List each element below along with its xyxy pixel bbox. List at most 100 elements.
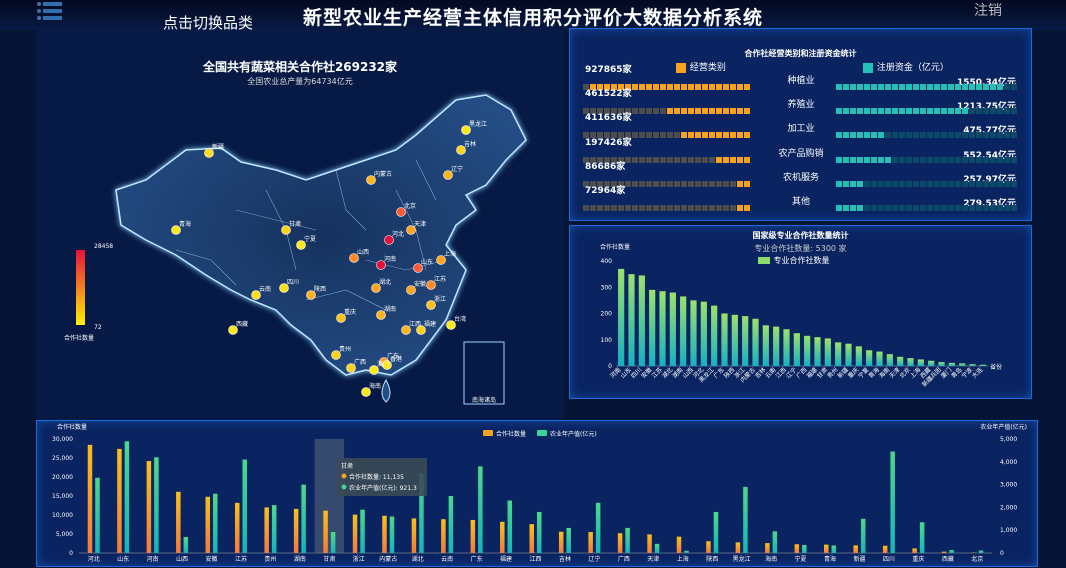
bar[interactable] bbox=[649, 290, 655, 366]
bar[interactable] bbox=[845, 344, 851, 366]
bar-cooperatives[interactable] bbox=[441, 519, 446, 553]
bar-cooperatives[interactable] bbox=[647, 534, 652, 553]
bar[interactable] bbox=[814, 337, 820, 366]
bar-cooperatives[interactable] bbox=[353, 515, 358, 553]
bar-output[interactable] bbox=[596, 503, 601, 553]
bar-cooperatives[interactable] bbox=[677, 537, 682, 553]
bar[interactable] bbox=[887, 354, 893, 366]
national-bar-chart[interactable]: 合作社数量 省份 0100200300400河南山东四川安徽江苏湖北湖南山西河北… bbox=[570, 226, 1033, 400]
bar-output[interactable] bbox=[213, 494, 218, 553]
bar[interactable] bbox=[763, 325, 769, 366]
bar[interactable] bbox=[866, 350, 872, 366]
logout-button[interactable]: 注销 bbox=[974, 0, 1002, 20]
bar[interactable] bbox=[783, 329, 789, 366]
bar-cooperatives[interactable] bbox=[500, 522, 505, 553]
bar[interactable] bbox=[907, 358, 913, 366]
bar-cooperatives[interactable] bbox=[736, 542, 741, 553]
bar-cooperatives[interactable] bbox=[382, 516, 387, 553]
bar-cooperatives[interactable] bbox=[412, 518, 417, 553]
bar-cooperatives[interactable] bbox=[588, 532, 593, 553]
bar-output[interactable] bbox=[773, 531, 778, 553]
bar-output[interactable] bbox=[920, 522, 925, 553]
bar-cooperatives[interactable] bbox=[147, 461, 152, 553]
bar-output[interactable] bbox=[625, 528, 630, 553]
bar-cooperatives[interactable] bbox=[853, 545, 858, 553]
bar[interactable] bbox=[928, 361, 934, 366]
bar-output[interactable] bbox=[390, 517, 395, 553]
bar[interactable] bbox=[711, 306, 717, 366]
bar-output[interactable] bbox=[449, 496, 454, 553]
bar-cooperatives[interactable] bbox=[824, 545, 829, 553]
bar-output[interactable] bbox=[949, 550, 954, 553]
bar-output[interactable] bbox=[861, 519, 866, 553]
bar[interactable] bbox=[794, 333, 800, 366]
bar-cooperatives[interactable] bbox=[530, 524, 535, 553]
bar[interactable] bbox=[938, 362, 944, 366]
bar-output[interactable] bbox=[125, 441, 130, 553]
bar-cooperatives[interactable] bbox=[264, 507, 269, 553]
bar-cooperatives[interactable] bbox=[176, 492, 181, 553]
bar[interactable] bbox=[628, 274, 634, 366]
bar-cooperatives[interactable] bbox=[559, 532, 564, 553]
bar[interactable] bbox=[773, 327, 779, 366]
bar[interactable] bbox=[835, 342, 841, 366]
bar-cooperatives[interactable] bbox=[323, 511, 328, 553]
bar-cooperatives[interactable] bbox=[765, 543, 770, 553]
bar[interactable] bbox=[690, 300, 696, 366]
bar-output[interactable] bbox=[331, 532, 336, 553]
bar[interactable] bbox=[949, 363, 955, 366]
bar[interactable] bbox=[804, 336, 810, 366]
bar-cooperatives[interactable] bbox=[88, 445, 93, 553]
bar-cooperatives[interactable] bbox=[294, 509, 299, 553]
bar-output[interactable] bbox=[655, 544, 660, 553]
bar-cooperatives[interactable] bbox=[912, 548, 917, 553]
bar-output[interactable] bbox=[684, 551, 689, 553]
bar-output[interactable] bbox=[832, 545, 837, 553]
china-map[interactable]: 南海诸岛 28458 72 合作社数量 新疆西藏青海甘肃宁夏内蒙古黑龙江吉林辽宁… bbox=[36, 30, 564, 420]
bar-output[interactable] bbox=[566, 528, 571, 553]
bar-output[interactable] bbox=[743, 487, 748, 553]
bar-output[interactable] bbox=[537, 512, 542, 553]
bar-output[interactable] bbox=[478, 466, 483, 553]
bar-cooperatives[interactable] bbox=[618, 533, 623, 553]
bar-output[interactable] bbox=[95, 478, 100, 553]
bar-output[interactable] bbox=[301, 485, 306, 553]
bar[interactable] bbox=[721, 314, 727, 367]
bar-output[interactable] bbox=[272, 505, 277, 553]
bar[interactable] bbox=[876, 352, 882, 366]
bar-cooperatives[interactable] bbox=[942, 552, 947, 553]
bar[interactable] bbox=[680, 296, 686, 366]
bar-output[interactable] bbox=[360, 510, 365, 553]
bar-cooperatives[interactable] bbox=[471, 520, 476, 553]
bar-output[interactable] bbox=[714, 512, 719, 553]
bar-output[interactable] bbox=[802, 545, 807, 553]
bar[interactable] bbox=[670, 293, 676, 367]
bar-output[interactable] bbox=[979, 550, 984, 553]
bar-output[interactable] bbox=[890, 452, 895, 553]
bar[interactable] bbox=[980, 365, 986, 366]
bar[interactable] bbox=[856, 346, 862, 366]
bar[interactable] bbox=[742, 316, 748, 366]
province-output-chart[interactable]: 合作社数量 农业年产值(亿元) 合作社数量 农业年产值(亿元) 05,00010… bbox=[37, 421, 1039, 568]
bar-output[interactable] bbox=[508, 501, 513, 553]
bar[interactable] bbox=[918, 359, 924, 366]
bar[interactable] bbox=[618, 269, 624, 366]
bar[interactable] bbox=[959, 363, 965, 366]
bar[interactable] bbox=[825, 338, 831, 366]
bar[interactable] bbox=[969, 364, 975, 366]
bar-cooperatives[interactable] bbox=[795, 544, 800, 553]
bar[interactable] bbox=[732, 315, 738, 366]
bar-output[interactable] bbox=[154, 457, 159, 553]
bar-cooperatives[interactable] bbox=[235, 503, 240, 553]
bar[interactable] bbox=[701, 302, 707, 366]
bar[interactable] bbox=[639, 275, 645, 366]
bar[interactable] bbox=[897, 357, 903, 366]
bar-output[interactable] bbox=[242, 460, 247, 553]
bar[interactable] bbox=[752, 319, 758, 366]
bar-cooperatives[interactable] bbox=[117, 449, 122, 553]
bar-cooperatives[interactable] bbox=[883, 546, 888, 553]
bar[interactable] bbox=[659, 291, 665, 366]
bar-cooperatives[interactable] bbox=[206, 497, 211, 553]
bar-cooperatives[interactable] bbox=[706, 541, 711, 553]
bar-output[interactable] bbox=[184, 537, 189, 553]
